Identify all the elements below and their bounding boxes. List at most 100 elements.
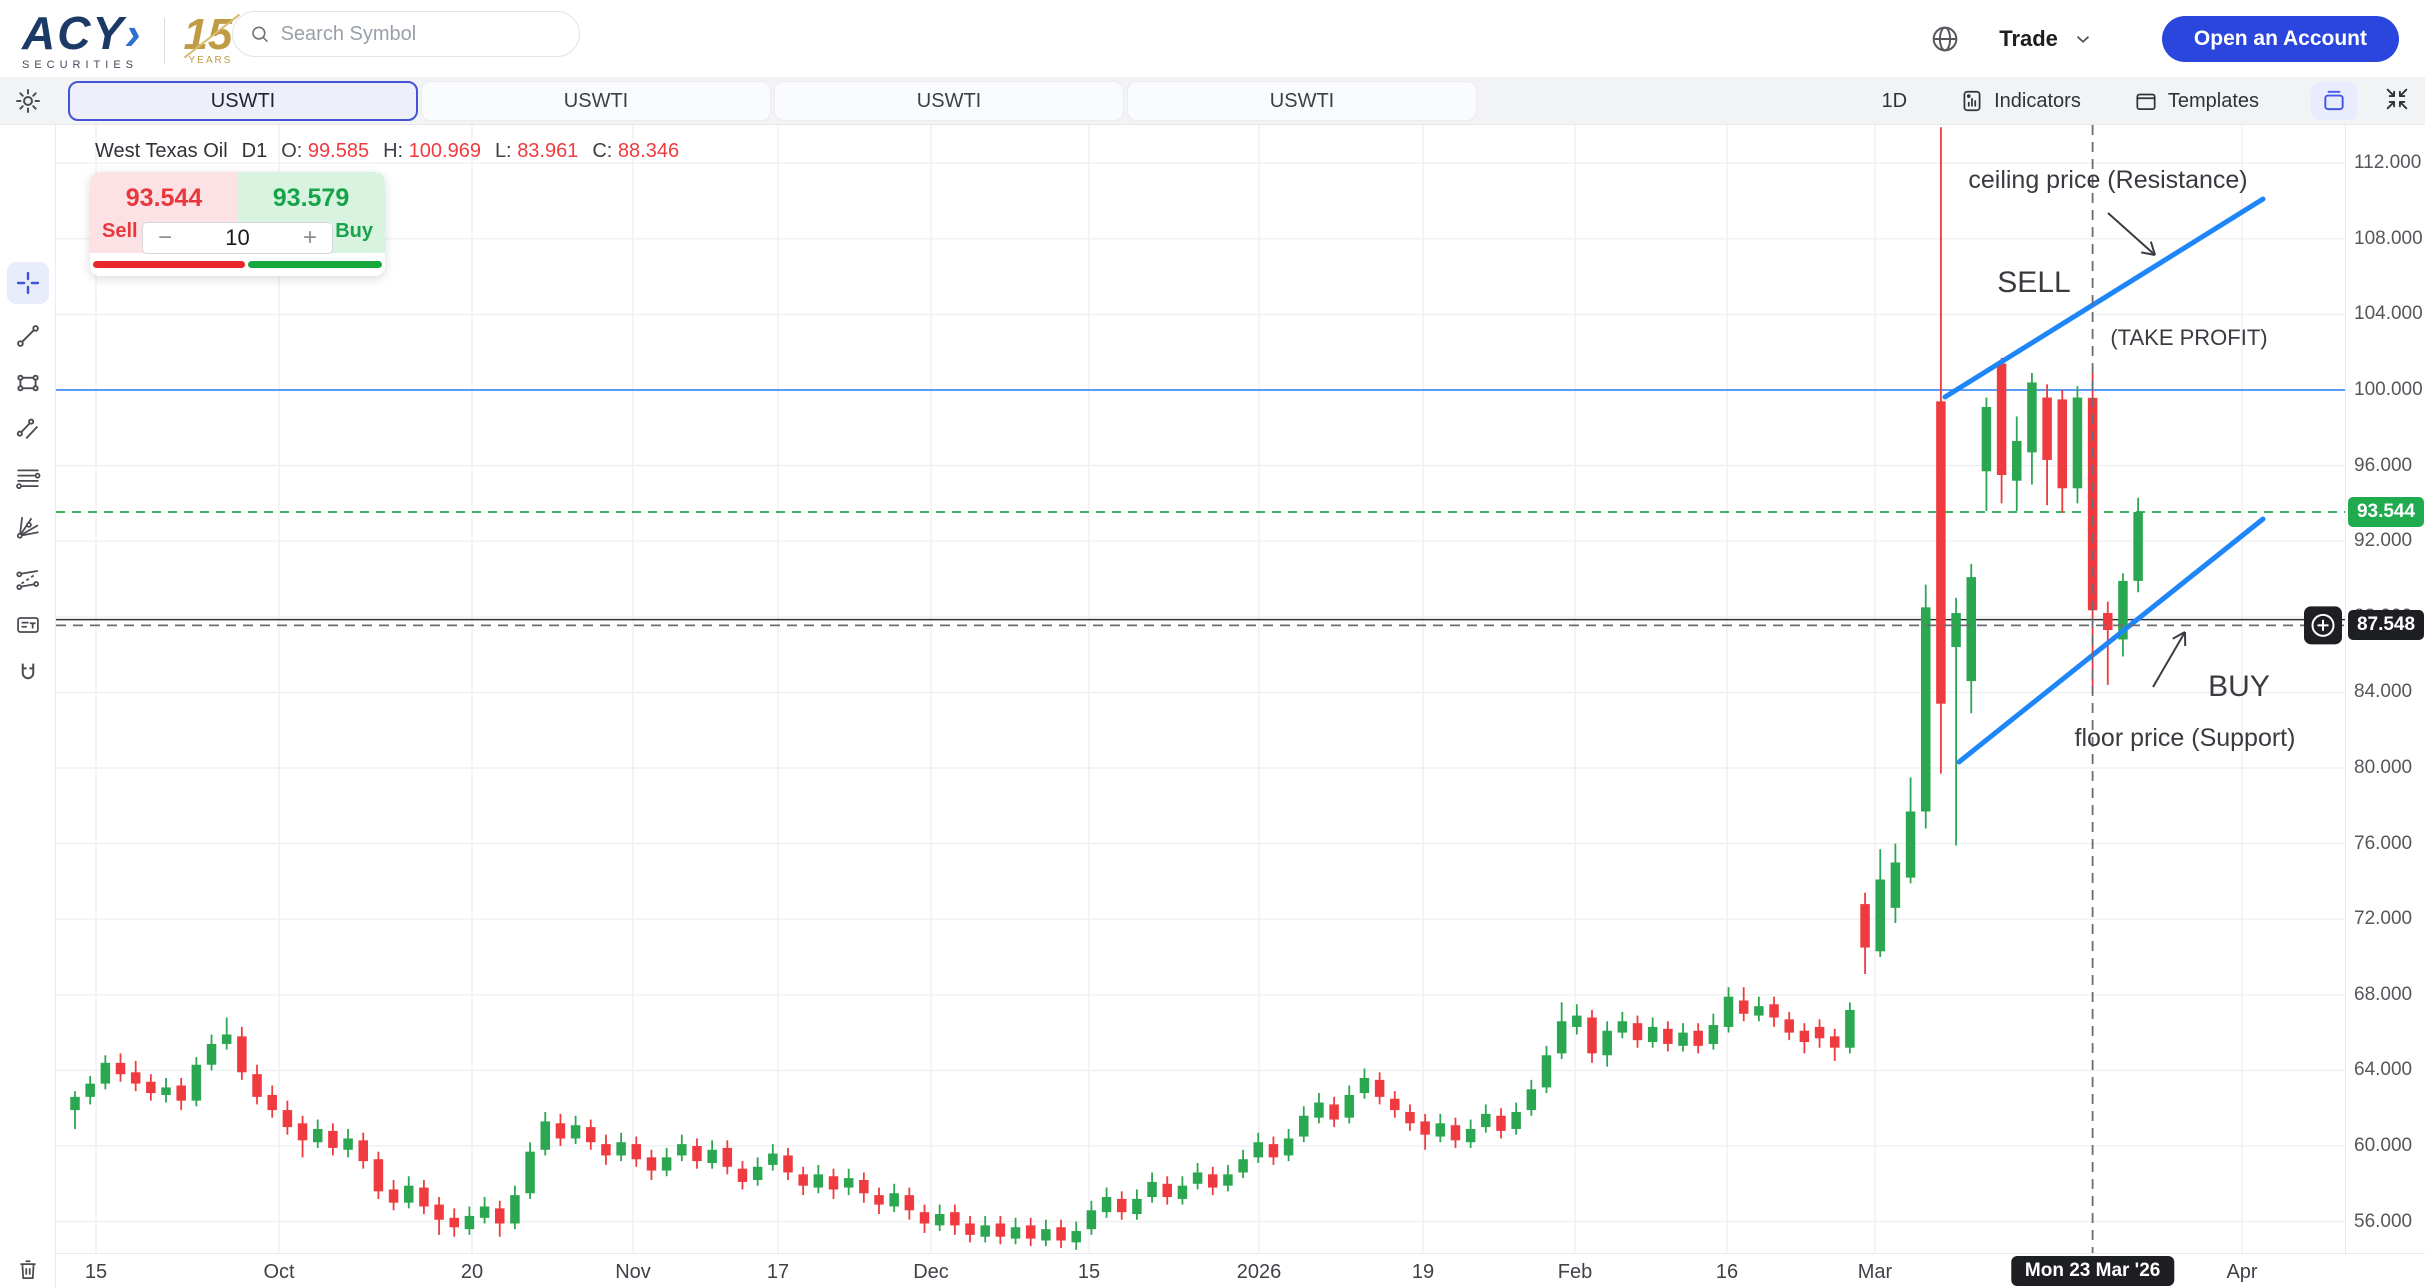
logo-text: ACY› [22,7,143,59]
resistance-trendline[interactable] [1942,196,2266,400]
symbol-search[interactable] [232,11,580,57]
time-tick-label: Dec [913,1261,949,1283]
price-tick-label: 60.000 [2354,1135,2413,1156]
tool-rectangle[interactable] [14,369,42,397]
gear-icon [16,89,40,113]
time-tick-label: Apr [2226,1261,2258,1283]
trend-line-icon [17,325,39,347]
time-tick-label: 19 [1411,1261,1435,1283]
templates-button[interactable]: Templates [2133,88,2259,114]
acy-logo: ACY› SECURITIES 15 YEARS [22,7,233,71]
time-tick-label: 16 [1715,1261,1739,1283]
symbol-tab-4[interactable]: USWTI [1127,81,1477,121]
horizontal-lines-icon [16,469,41,490]
tool-magnet[interactable] [14,659,42,687]
current-price-badge: 93.544 [2348,497,2424,528]
symbol-ohlc-header: West Texas Oil D1 O: 99.585 H: 100.969 L… [95,140,680,162]
resistance-arrow[interactable] [2107,212,2156,256]
price-tick-label: 100.000 [2354,379,2423,400]
price-tick-label: 76.000 [2354,832,2413,854]
price-tick-label: 68.000 [2354,983,2413,1005]
buy-sentiment-bar [248,261,382,268]
quantity-input[interactable] [187,225,288,251]
chart-toolbar: USWTI USWTI USWTI USWTI 1D Indicators Te… [0,77,2425,125]
price-axis[interactable]: 56.000 60.000 64.000 68.000 72.000 76.000 80.0… [2345,125,2425,1253]
open-account-button[interactable]: Open an Account [2161,15,2399,62]
quantity-stepper: − + [142,222,333,254]
price-tick-label: 72.000 [2354,908,2413,930]
parallel-lines-icon [16,418,39,439]
search-input[interactable] [280,22,563,46]
price-tick-label: 92.000 [2354,530,2413,552]
templates-icon [2136,93,2156,110]
sell-price-button[interactable]: 93.544 [125,184,203,212]
annotation-text[interactable]: ceiling price (Resistance) [1968,166,2247,194]
symbol-tab-1[interactable]: USWTI [68,81,418,121]
tool-parallel-channel[interactable] [14,565,42,593]
sentiment-bars [90,261,385,269]
tool-text-note[interactable] [14,611,42,639]
quantity-decrease-button[interactable]: − [157,224,172,251]
annotation-text[interactable]: SELL [1997,266,2070,299]
time-tick-label: 15 [84,1261,108,1283]
panel-icon [2324,90,2344,111]
buy-price-button[interactable]: 93.579 [272,184,350,212]
time-tick-label: Feb [1557,1261,1593,1283]
language-globe-icon[interactable] [1929,23,1961,55]
text-note-icon [17,617,39,633]
chevron-down-icon[interactable] [2072,28,2094,50]
logo-subtext: SECURITIES [22,59,139,71]
price-tick-label: 80.000 [2354,757,2413,778]
tool-delete[interactable] [14,1256,42,1284]
buy-label[interactable]: Buy [335,220,373,242]
logo-divider [164,17,166,64]
time-tick-label: Oct [263,1261,295,1283]
time-tick-label: Nov [615,1261,651,1283]
tool-parallel-lines[interactable] [14,415,42,443]
crosshair-date-tooltip: Mon 23 Mar '26 [2010,1256,2175,1286]
crosshair-icon [16,271,40,295]
collapse-button[interactable] [2383,85,2411,118]
fan-lines-icon [16,516,39,539]
candles [70,127,2143,1250]
magnet-icon [21,663,35,680]
trade-menu[interactable]: Trade [1999,25,2058,51]
indicators-button[interactable]: Indicators [1959,88,2081,114]
sell-label[interactable]: Sell [102,220,138,242]
low-value: 83.961 [517,140,579,162]
annotation-text[interactable]: (TAKE PROFIT) [2110,325,2267,350]
quantity-increase-button[interactable]: + [302,224,317,251]
candlestick-chart[interactable]: ceiling price (Resistance) SELL (TAKE PROF… [56,125,2345,1253]
time-tick-label: 2026 [1236,1261,1282,1283]
price-tick-label: 64.000 [2354,1059,2413,1081]
symbol-tab-2[interactable]: USWTI [421,81,771,121]
buy-arrow[interactable] [2152,631,2187,688]
sell-sentiment-bar [93,261,245,268]
price-tick-label: 104.000 [2354,303,2423,325]
time-axis[interactable]: 15 Oct 20 Nov 17 Dec 15 2026 19 Feb 16 Mar Apr Mon 23… [56,1253,2425,1288]
annotation-text[interactable]: floor price (Support) [2075,724,2296,752]
tool-fan-lines[interactable] [14,513,42,541]
grid [56,125,2345,1253]
symbol-tab-3[interactable]: USWTI [774,81,1124,121]
time-tick-label: Mar [1857,1261,1893,1283]
annotation-text[interactable]: BUY [2208,670,2270,703]
price-tick-label: 112.000 [2354,152,2422,174]
time-tick-label: 17 [766,1261,790,1283]
close-value: 88.346 [617,140,680,162]
add-order-plus-button[interactable] [2304,606,2342,645]
timeframe-button[interactable]: 1D [1881,89,1908,112]
time-tick-label: 20 [460,1261,484,1283]
time-tick-label: 15 [1077,1261,1101,1283]
collapse-icon [2386,88,2408,109]
tool-crosshair[interactable] [7,262,49,304]
settings-button[interactable] [14,87,42,115]
trade-panel-toggle[interactable] [2311,82,2357,120]
tool-trend-line[interactable] [14,322,42,350]
tool-horizontal-lines[interactable] [14,464,42,492]
support-trendline[interactable] [1956,516,2266,765]
drawing-toolbar [0,125,56,1288]
search-icon [252,26,269,43]
top-bar: ACY› SECURITIES 15 YEARS Trade Open an A… [0,0,2425,77]
